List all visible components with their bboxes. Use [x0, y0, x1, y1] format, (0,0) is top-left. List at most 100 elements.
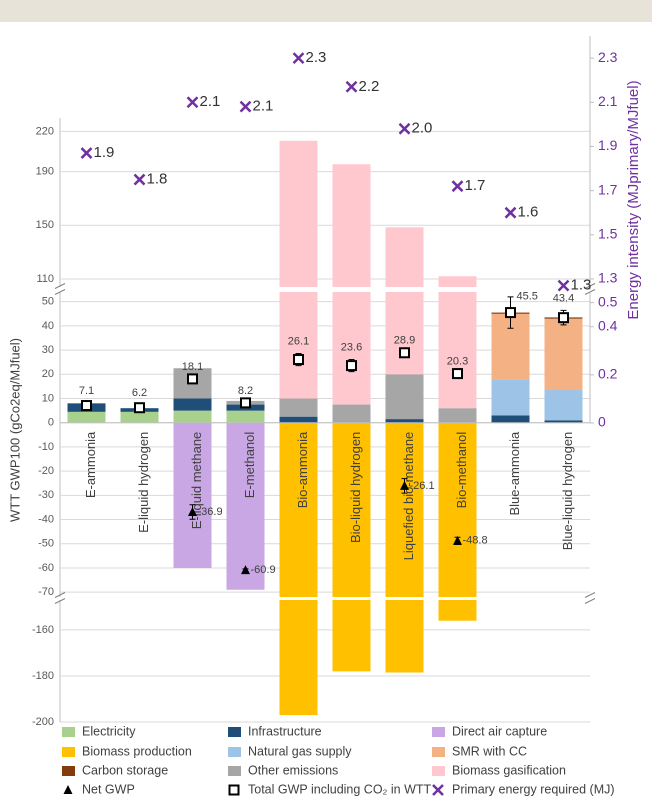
y2-axis-title: Energy intensity (MJprimary/MJfuel) [625, 80, 642, 319]
bar-segment [438, 422, 477, 597]
bar-segment [173, 398, 212, 411]
bar-segment [226, 422, 265, 590]
y-tick-label: 50 [42, 296, 54, 308]
legend-swatch [228, 727, 241, 737]
bar-segment [67, 411, 106, 423]
x-marker [345, 80, 358, 93]
legend-label: Natural gas supply [248, 744, 352, 758]
y2-tick-label: 1.9 [598, 137, 618, 153]
x-marker [239, 100, 252, 113]
square-marker [558, 312, 569, 324]
square-marker [399, 347, 410, 359]
bar-segment [385, 600, 424, 673]
square-marker [81, 400, 92, 412]
bar-segment [385, 374, 424, 420]
legend-swatch [432, 727, 445, 737]
value-label: 20.3 [447, 355, 468, 367]
legend-label: Electricity [82, 724, 136, 738]
legend-swatch [432, 766, 445, 776]
bar-segment [279, 140, 318, 287]
value-label: 2.3 [306, 49, 327, 66]
bar-segment [120, 411, 159, 423]
break-mark [584, 598, 596, 604]
legend-swatch [228, 766, 241, 776]
value-label: 18.1 [182, 361, 203, 373]
bar-segment [226, 410, 265, 423]
break-mark [584, 283, 596, 289]
legend-label: Direct air capture [452, 724, 547, 738]
y-tick-label: 30 [42, 344, 54, 356]
bar-segment [279, 422, 318, 597]
value-label: 2.1 [200, 93, 221, 110]
value-label: -36.9 [198, 506, 223, 518]
value-label: 43.4 [553, 292, 574, 304]
legend-swatch [62, 766, 75, 776]
legend-label: Total GWP including CO₂ in WTT [248, 782, 432, 796]
triangle-marker [241, 565, 250, 575]
square-marker [187, 373, 198, 385]
y-tick-label: 20 [42, 368, 54, 380]
bar-segment [332, 422, 371, 597]
bar-segment [385, 227, 424, 287]
y-tick-label: 10 [42, 392, 54, 404]
legend-label: Net GWP [82, 782, 135, 796]
category-label: Liquefied bio-methane [401, 432, 416, 561]
top-band [0, 0, 652, 22]
break-mark [54, 283, 66, 289]
y-tick-label: -40 [38, 513, 54, 525]
legend-label: Carbon storage [82, 763, 168, 777]
square-marker [240, 397, 251, 409]
category-label: Bio-methanol [454, 432, 469, 509]
bar-segment [279, 600, 318, 716]
triangle-marker [400, 480, 409, 490]
bar-segment [173, 410, 212, 423]
x-marker [186, 96, 199, 109]
legend-symbol [228, 784, 240, 796]
x-marker [504, 206, 517, 219]
bar-segment [544, 318, 583, 391]
legend-swatch [62, 727, 75, 737]
legend-swatch [62, 747, 75, 757]
square-marker [134, 402, 145, 414]
value-label: 1.3 [571, 277, 592, 294]
bar-segment [544, 390, 583, 421]
break-mark [584, 289, 596, 295]
y2-tick-label: 1.7 [598, 181, 618, 197]
y2-tick-label: 1.3 [598, 270, 618, 286]
break-mark [54, 592, 66, 598]
legend-label: SMR with CC [452, 744, 527, 758]
y-tick-label: 110 [36, 273, 54, 285]
y-tick-label: -200 [32, 716, 54, 728]
y-tick-label: -30 [38, 489, 54, 501]
legend-label: Primary energy required (MJ) [452, 782, 615, 796]
x-marker [292, 52, 305, 64]
y-tick-label: 40 [42, 320, 54, 332]
break-mark [54, 289, 66, 295]
value-label: 2.0 [412, 120, 433, 137]
bar-segment [332, 164, 371, 287]
legend-label: Biomass production [82, 744, 192, 758]
value-label: 1.6 [518, 204, 539, 221]
legend-symbol [432, 784, 444, 796]
category-label: Blue-liquid hydrogen [560, 432, 575, 551]
value-label: 8.2 [238, 385, 253, 397]
x-marker [133, 173, 146, 186]
y-tick-label: -60 [38, 562, 54, 574]
value-label: 2.2 [359, 78, 380, 95]
y-tick-label: -50 [38, 538, 54, 550]
bar-segment [491, 379, 530, 416]
value-label: 23.6 [341, 341, 362, 353]
triangle-marker [188, 507, 197, 517]
value-label: 1.7 [465, 177, 486, 194]
bar-segment [438, 276, 477, 287]
y-axis-title: WTT GWP100 (gCo2eq/MJfuel) [7, 338, 22, 522]
bar-segment [332, 292, 371, 405]
value-label: 2.1 [253, 98, 274, 115]
legend-label: Biomass gasification [452, 763, 566, 777]
y2-tick-label: 1.5 [598, 225, 618, 241]
y-tick-label: 220 [36, 125, 54, 137]
value-label: 28.9 [394, 335, 415, 347]
legend-symbol [63, 785, 73, 794]
legend-swatch [228, 747, 241, 757]
